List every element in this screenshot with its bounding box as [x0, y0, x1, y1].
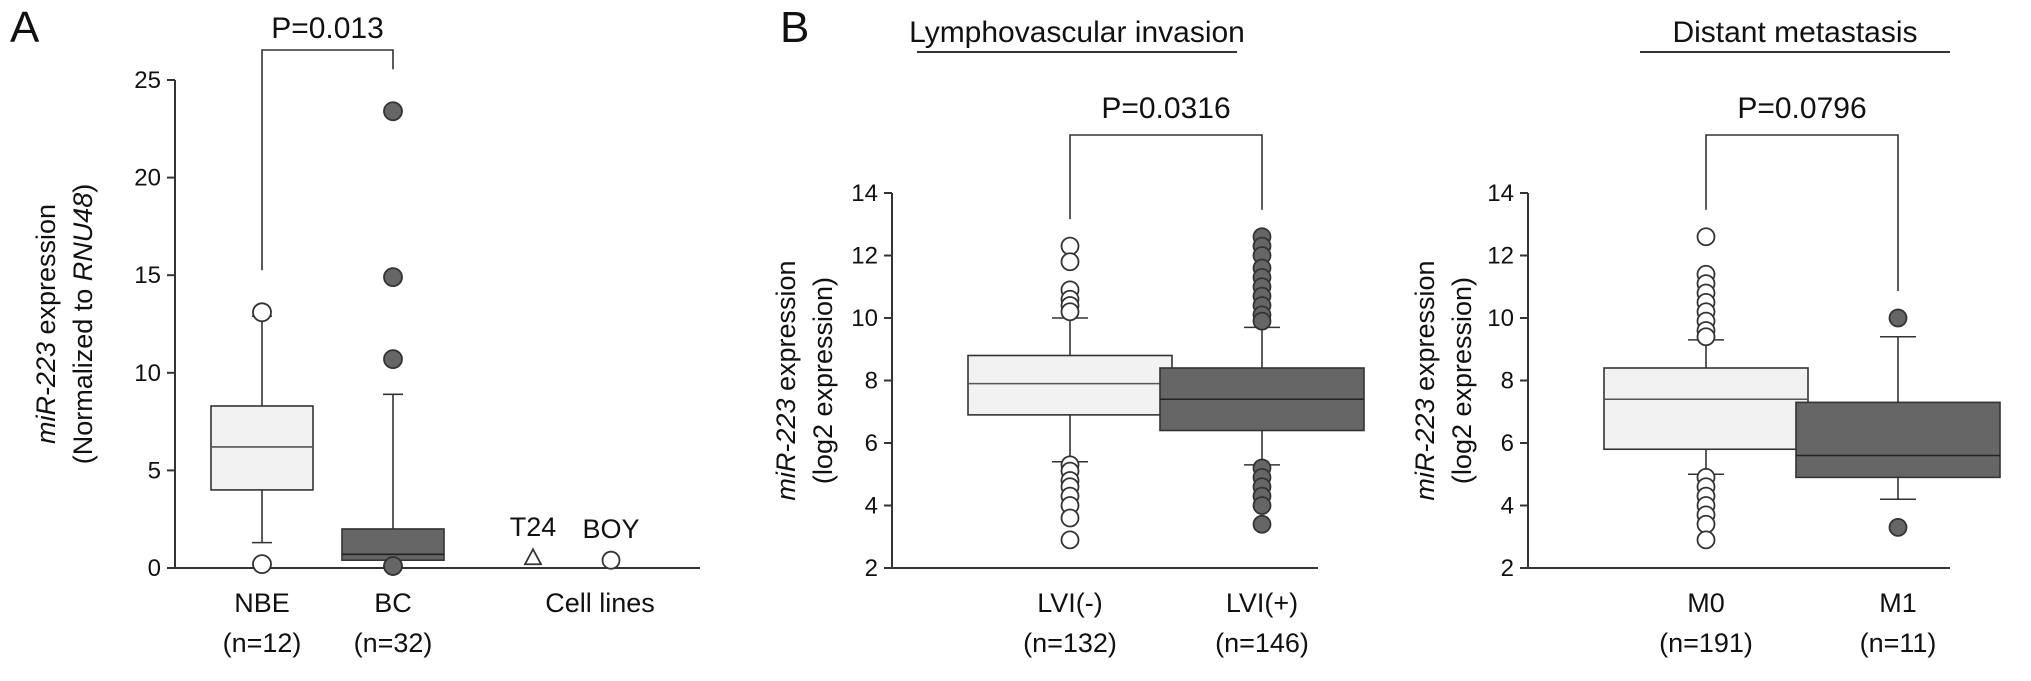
y-tick-label-3: 15 — [134, 262, 161, 289]
y-axis-title-line2: (log2 expression) — [808, 277, 838, 484]
cell-line-marker-boy — [601, 550, 621, 570]
p-value-label: P=0.013 — [271, 12, 384, 45]
y-axis-title-plain: expression — [771, 260, 801, 398]
outlier-0-0 — [252, 302, 272, 323]
x-category-n-label-0: (n=12) — [223, 628, 302, 658]
y-tick-label-6: 14 — [1487, 180, 1514, 207]
y-axis-title-line1: miR-223 expression — [771, 260, 801, 500]
y-tick-label-6: 14 — [851, 180, 878, 207]
panel-dm-chart: 2 4 6 8 10 12 14 miR-223 expression (log2 expres… — [1410, 92, 2001, 658]
y-axis-title-line2: (Normalized to RNU48) — [68, 184, 98, 465]
outlier-0-8 — [1696, 327, 1716, 347]
cell-line-label-t24: T24 — [510, 512, 557, 542]
y-tick-label-0: 0 — [148, 555, 161, 582]
panel-letter-a: A — [10, 3, 40, 52]
y-axis-title-line2-prefix: (Normalized to — [68, 281, 98, 464]
outlier-0-12 — [1060, 508, 1080, 528]
p-value-bracket — [261, 49, 394, 271]
y-tick-label-2: 10 — [134, 360, 161, 387]
y-tick-label-2: 6 — [1501, 430, 1514, 457]
y-tick-label-4: 10 — [851, 305, 878, 332]
x-category-n-label-1: (n=11) — [1860, 628, 1937, 658]
box-0 — [210, 405, 314, 491]
outlier-0-14 — [1696, 514, 1716, 534]
y-axis-title-line1: miR-223 expression — [31, 204, 61, 444]
outlier-0-1 — [252, 554, 272, 574]
p-value-bracket — [1705, 134, 1899, 291]
outlier-1-15 — [1252, 514, 1272, 534]
x-category-label-1: BC — [374, 588, 412, 618]
x-category-label-cell-lines: Cell lines — [545, 588, 655, 618]
y-tick-label-3: 8 — [1501, 368, 1514, 395]
y-tick-label-1: 4 — [1501, 493, 1514, 520]
outlier-1-0 — [1888, 308, 1908, 328]
y-tick-label-0: 2 — [1501, 555, 1514, 582]
outlier-0-0 — [1060, 236, 1080, 256]
x-category-label-1: M1 — [1879, 588, 1917, 618]
y-tick-label-4: 10 — [1487, 305, 1514, 332]
outlier-0-0 — [1696, 227, 1716, 247]
box-0 — [967, 354, 1173, 416]
x-category-label-1: LVI(+) — [1226, 588, 1298, 618]
box-1 — [341, 528, 445, 561]
x-category-label-0: LVI(-) — [1037, 588, 1103, 618]
y-tick-label-5: 12 — [851, 243, 878, 270]
outlier-1-2 — [383, 349, 403, 370]
y-axis-title-plain: expression — [31, 204, 61, 342]
y-tick-label-1: 4 — [865, 493, 878, 520]
y-axis-title-italic: miR-223 — [771, 399, 801, 501]
box-1 — [1795, 401, 2001, 479]
panel-lvi-chart: 2 4 6 8 10 12 14 miR-223 expression (log2 expres… — [771, 92, 1365, 658]
outlier-0-13 — [1060, 530, 1080, 550]
y-tick-label-5: 25 — [134, 67, 161, 94]
y-tick-label-3: 8 — [865, 368, 878, 395]
y-axis-title-line2: (log2 expression) — [1447, 277, 1477, 484]
outlier-1-3 — [383, 556, 403, 576]
y-axis-title-line2-italic: RNU48 — [68, 193, 98, 282]
outlier-0-1 — [1060, 252, 1080, 272]
subtitle-lvi: Lymphovascular invasion — [909, 16, 1245, 49]
y-axis-title-plain: expression — [1410, 260, 1440, 398]
y-axis-title-italic: miR-223 — [31, 342, 61, 444]
panel-a-chart: 0 5 10 15 20 25 miR-223 expression(Normalized … — [31, 12, 700, 658]
x-category-label-0: NBE — [234, 588, 290, 618]
cell-line-marker-t24 — [523, 547, 543, 566]
y-tick-label-0: 2 — [865, 555, 878, 582]
x-category-n-label-0: (n=191) — [1659, 628, 1753, 658]
y-axis-title-line2-suffix: ) — [68, 184, 98, 193]
y-tick-label-5: 12 — [1487, 243, 1514, 270]
cell-line-label-boy: BOY — [582, 514, 639, 544]
y-axis-title-italic: miR-223 — [1410, 399, 1440, 501]
y-tick-label-4: 20 — [134, 165, 161, 192]
outlier-1-9 — [1252, 311, 1272, 331]
p-value-label: P=0.0316 — [1101, 92, 1230, 125]
y-tick-label-2: 6 — [865, 430, 878, 457]
y-axis-title-line1: miR-223 expression — [1410, 260, 1440, 500]
x-category-n-label-1: (n=32) — [354, 628, 433, 658]
x-category-n-label-0: (n=132) — [1023, 628, 1117, 658]
outlier-1-1 — [383, 267, 403, 288]
outlier-1-1 — [1888, 517, 1908, 537]
outlier-0-15 — [1696, 530, 1716, 550]
outlier-1-14 — [1252, 496, 1272, 515]
x-category-label-0: M0 — [1687, 588, 1725, 618]
p-value-bracket — [1069, 134, 1263, 220]
outlier-0-5 — [1060, 302, 1080, 322]
y-tick-label-1: 5 — [148, 457, 161, 484]
x-category-n-label-1: (n=146) — [1215, 628, 1309, 658]
box-0 — [1603, 367, 1809, 451]
outlier-1-0 — [383, 101, 403, 122]
panel-letter-b: B — [780, 3, 809, 52]
p-value-label: P=0.0796 — [1737, 92, 1866, 125]
subtitle-dm: Distant metastasis — [1672, 16, 1917, 49]
